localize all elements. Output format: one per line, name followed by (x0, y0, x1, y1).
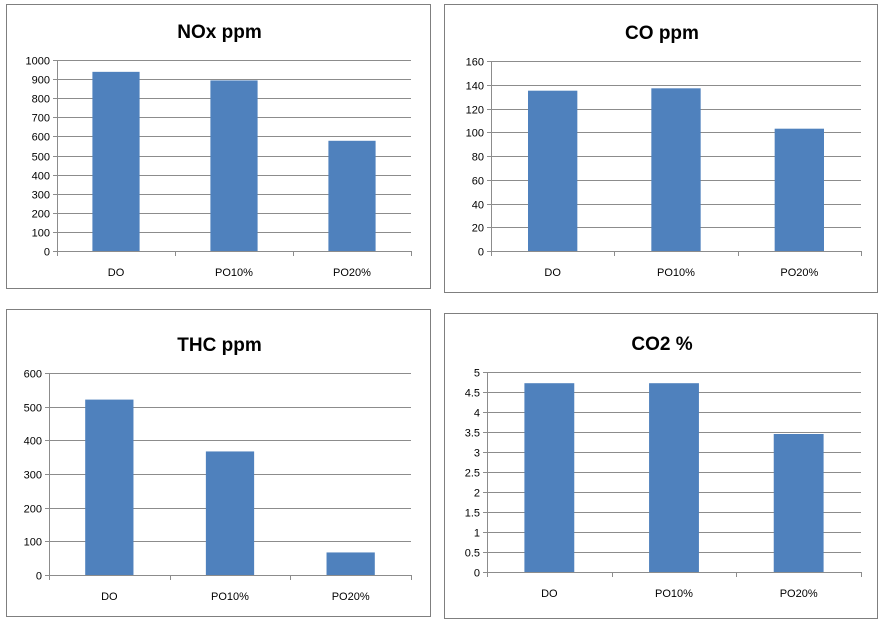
y-tick-label: 20 (472, 223, 484, 235)
y-tick-label: 0 (474, 568, 480, 580)
bar-co-ppm-po10 (651, 88, 701, 251)
y-tick-label: 400 (32, 171, 50, 183)
x-tick-label: PO10% (657, 267, 695, 279)
x-tick-label: DO (541, 588, 558, 600)
chart-title: CO2 % (631, 334, 692, 355)
y-tick-label: 2.5 (465, 468, 480, 480)
bar-co2-do (524, 383, 575, 572)
x-tick-label: DO (108, 267, 125, 279)
x-tick-label: PO20% (332, 591, 370, 603)
y-tick-label: 4 (474, 408, 480, 420)
y-tick-label: 300 (24, 470, 42, 482)
x-tick-label: PO20% (780, 267, 818, 279)
y-tick-label: 120 (466, 105, 484, 117)
y-tick-label: 400 (24, 436, 42, 448)
y-tick-label: 3.5 (465, 428, 480, 440)
bar-co2-po10 (649, 383, 699, 572)
x-tick-label: PO10% (211, 591, 249, 603)
bar-nox-ppm-po10 (210, 80, 258, 251)
y-tick-label: 60 (472, 176, 484, 188)
y-tick-label: 600 (24, 369, 42, 381)
bar-thc-ppm-do (85, 399, 134, 575)
y-tick-label: 2 (474, 488, 480, 500)
bar-co-ppm-do (528, 90, 578, 251)
chart-panel-co: CO ppm 0 20 40 60 80 100 120 140 160 DO PO10% PO20% (444, 4, 878, 293)
y-tick-label: 900 (32, 75, 50, 87)
y-tick-label: 0 (44, 247, 50, 259)
y-tick-label: 500 (24, 403, 42, 415)
bar-thc-ppm-po10 (205, 451, 255, 575)
chart-panel-co2: CO2 % 0 0.5 1 1.5 2 2.5 3 3.5 4 4.5 5 DO PO10% PO20% (444, 313, 878, 619)
y-tick-label: 0 (478, 247, 484, 259)
y-tick-label: 1000 (26, 56, 50, 68)
y-tick-label: 0.5 (465, 548, 480, 560)
y-tick-label: 5 (474, 368, 480, 380)
y-tick-label: 80 (472, 152, 484, 164)
x-tick-label: PO10% (215, 267, 253, 279)
bar-thc-ppm-po20 (326, 552, 375, 575)
y-tick-label: 700 (32, 113, 50, 125)
x-tick-label: DO (544, 267, 561, 279)
y-tick-label: 3 (474, 448, 480, 460)
y-tick-label: 100 (32, 228, 50, 240)
chart-svg-thc: THC ppm 0 100 200 300 400 500 600 DO PO10% PO20% (24, 335, 412, 603)
chart-panel-nox: NOx ppm 0 100 200 300 400 500 600 700 800 900 1000 D… (6, 4, 431, 289)
y-tick-label: 200 (32, 209, 50, 221)
y-tick-label: 4.5 (465, 388, 480, 400)
y-tick-label: 0 (36, 571, 42, 583)
y-tick-label: 200 (24, 504, 42, 516)
x-tick-label: PO20% (333, 267, 371, 279)
y-tick-label: 160 (466, 57, 484, 69)
chart-svg-co2: CO2 % 0 0.5 1 1.5 2 2.5 3 3.5 4 4.5 5 DO PO10% PO20% (465, 334, 862, 600)
bar-nox-ppm-do (92, 71, 140, 251)
chart-title: CO ppm (625, 23, 699, 44)
chart-title: THC ppm (177, 335, 261, 356)
bar-nox-ppm-po20 (328, 140, 376, 251)
y-tick-label: 1 (474, 528, 480, 540)
y-tick-label: 40 (472, 200, 484, 212)
y-tick-label: 100 (24, 537, 42, 549)
y-tick-label: 600 (32, 132, 50, 144)
y-tick-label: 500 (32, 152, 50, 164)
x-tick-label: DO (101, 591, 118, 603)
y-tick-label: 1.5 (465, 508, 480, 520)
bar-co2-po20 (773, 434, 824, 572)
y-tick-label: 300 (32, 190, 50, 202)
x-tick-label: PO10% (655, 588, 693, 600)
chart-panel-thc: THC ppm 0 100 200 300 400 500 600 DO PO10% PO20% (6, 309, 431, 617)
chart-svg-co: CO ppm 0 20 40 60 80 100 120 140 160 DO PO10% PO20% (466, 23, 862, 279)
chart-svg-nox: NOx ppm 0 100 200 300 400 500 600 700 800 900 1000 D… (26, 22, 412, 279)
y-tick-label: 800 (32, 94, 50, 106)
y-tick-label: 140 (466, 81, 484, 93)
y-tick-label: 100 (466, 128, 484, 140)
x-tick-label: PO20% (780, 588, 818, 600)
chart-title: NOx ppm (177, 22, 261, 43)
bar-co-ppm-po20 (774, 128, 824, 251)
